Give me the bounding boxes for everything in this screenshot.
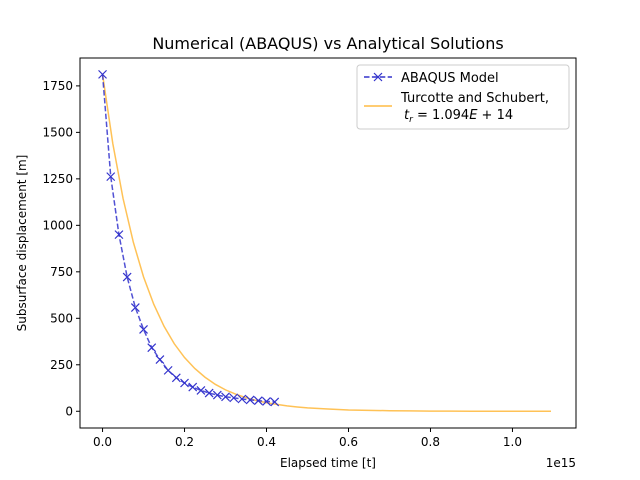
y-tick-label: 1000: [42, 218, 73, 232]
data-point-abaqus: [237, 394, 247, 404]
legend-box: [356, 64, 570, 130]
y-tick-label: 0: [65, 404, 73, 418]
data-point-abaqus: [212, 390, 222, 400]
y-tick-label: 250: [50, 358, 73, 372]
x-tick-label: 0.6: [339, 435, 358, 449]
data-point-abaqus: [188, 382, 198, 392]
data-point-abaqus: [155, 355, 165, 365]
data-point-abaqus: [130, 303, 140, 312]
data-point-abaqus: [204, 388, 214, 398]
series-line-abaqus: [101, 74, 275, 403]
data-point-abaqus: [196, 386, 206, 395]
data-point-abaqus: [270, 397, 280, 407]
y-tick-label: 500: [50, 311, 73, 325]
data-point-abaqus: [147, 343, 157, 353]
legend-marker-abaqus: [373, 72, 383, 82]
data-point-abaqus: [229, 393, 239, 403]
x-tick-label: 0.8: [421, 435, 440, 449]
x-tick-label: 0.2: [175, 435, 194, 449]
y-tick-label: 750: [50, 265, 73, 279]
data-point-abaqus: [98, 69, 107, 79]
data-point-abaqus: [122, 272, 132, 282]
x-tick-label: 0.4: [257, 435, 276, 449]
x-tick-label: 0.0: [93, 435, 112, 449]
data-point-abaqus: [180, 378, 189, 388]
legend-x-marker: [373, 72, 383, 82]
data-point-abaqus: [163, 365, 173, 375]
y-axis-label: Subsurface displacement [m]: [15, 155, 29, 332]
legend-label-abaqus: ABAQUS Model: [401, 71, 499, 86]
data-point-abaqus: [262, 396, 271, 406]
plot-frame: [79, 57, 577, 429]
x-axis-label: Elapsed time [t]: [280, 456, 376, 470]
legend-label-turcotte: Turcotte and Schubert,: [400, 91, 549, 106]
x-tick-label: 1.0: [503, 435, 522, 449]
y-tick-label: 1750: [42, 79, 73, 93]
legend: ABAQUS Model Turcotte and Schubert, tr =…: [356, 64, 570, 130]
data-point-abaqus: [106, 172, 116, 182]
series-line-turcotte: [101, 74, 551, 413]
chart-title: Numerical (ABAQUS) vs Analytical Solutio…: [152, 34, 503, 53]
legend-label-turcotte-line2: tr = 1.094E + 14: [404, 108, 513, 125]
data-point-abaqus: [139, 325, 148, 334]
x-axis-offset-label: 1e15: [546, 456, 576, 470]
data-point-abaqus: [114, 230, 124, 240]
y-tick-label: 1250: [42, 172, 73, 186]
data-point-abaqus: [253, 396, 263, 406]
data-point-abaqus: [171, 373, 181, 383]
data-point-abaqus: [221, 392, 230, 402]
data-point-abaqus: [245, 395, 255, 405]
y-tick-label: 1500: [42, 125, 73, 139]
